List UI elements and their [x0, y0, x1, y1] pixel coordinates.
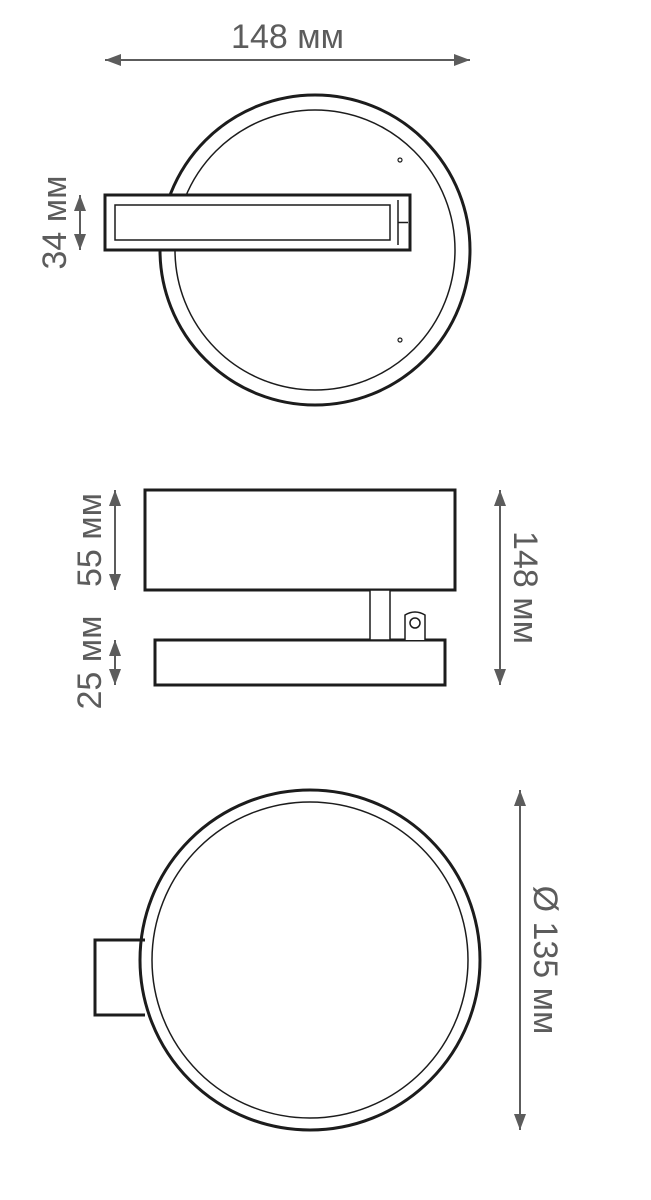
dim-side-upper-label: 55 мм [71, 493, 109, 587]
side-view-pivot-bracket [405, 612, 425, 640]
side-view-base [155, 640, 445, 685]
dim-top-width-label: 148 мм [231, 18, 344, 56]
top-view-bracket [105, 195, 410, 250]
screw-hole-1 [398, 338, 402, 342]
bottom-view-outer-circle [140, 790, 480, 1130]
side-view-head [145, 490, 455, 590]
screw-hole-0 [398, 158, 402, 162]
bottom-view-tab [95, 940, 145, 1015]
dim-side-total-label: 148 мм [506, 531, 544, 644]
dim-bracket-height-label: 34 мм [36, 175, 74, 269]
dim-side-lower-label: 25 мм [71, 615, 109, 709]
dim-bottom-diameter-label: Ø 135 мм [526, 886, 564, 1035]
side-view-joint [370, 590, 390, 640]
